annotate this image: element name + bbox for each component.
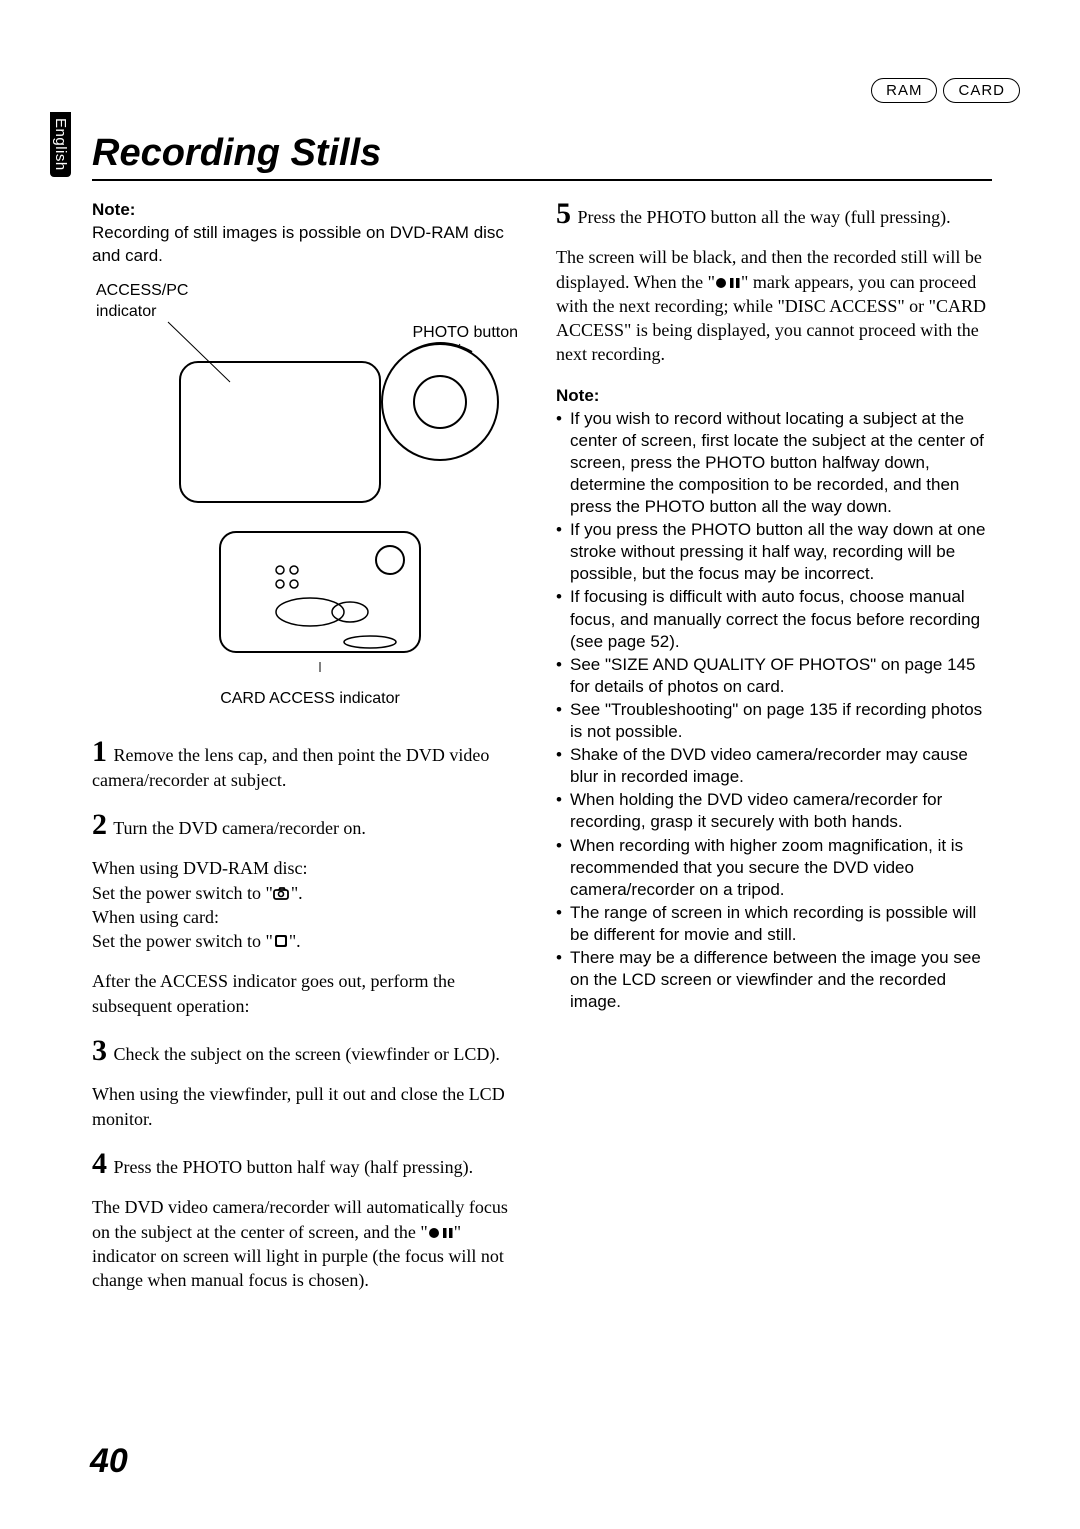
step-1: 1 Remove the lens cap, and then point th… [92, 737, 528, 792]
camera-diagram [92, 282, 528, 682]
step-5-number: 5 [556, 199, 571, 229]
step-5-text: Press the PHOTO button all the way (full… [578, 207, 951, 227]
left-column: Note: Recording of still images is possi… [92, 199, 528, 1310]
step-3: 3 Check the subject on the screen (viewf… [92, 1036, 528, 1131]
note-bullet: See "SIZE AND QUALITY OF PHOTOS" on page… [556, 654, 992, 698]
note-bullet: The range of screen in which recording i… [556, 902, 992, 946]
camera-diagram-svg [110, 292, 510, 672]
camera-mode-icon [273, 885, 291, 901]
note-bullet: When holding the DVD video camera/record… [556, 789, 992, 833]
language-tab: English [50, 112, 71, 177]
note-bullet: When recording with higher zoom magnific… [556, 835, 992, 901]
note-bullet: See "Troubleshooting" on page 135 if rec… [556, 699, 992, 743]
note-bullet: There may be a difference between the im… [556, 947, 992, 1013]
page-number: 40 [90, 1442, 128, 1481]
card-mode-icon [273, 933, 289, 949]
step-4-text: Press the PHOTO button half way (half pr… [114, 1157, 474, 1177]
step-2-card-switch-pre: Set the power switch to " [92, 931, 273, 951]
step-1-number: 1 [92, 737, 107, 767]
step-2-text: Turn the DVD camera/recorder on. [113, 818, 366, 838]
step-2-after-access: After the ACCESS indicator goes out, per… [92, 969, 528, 1018]
step-1-text: Remove the lens cap, and then point the … [92, 745, 489, 789]
step-2-card-label: When using card: [92, 907, 219, 927]
badge-ram: RAM [871, 78, 937, 103]
step-2-number: 2 [92, 810, 107, 840]
note-bullet: If you wish to record without locating a… [556, 408, 992, 518]
record-pause-icon [428, 1226, 454, 1240]
notes-list: If you wish to record without locating a… [556, 408, 992, 1014]
badge-card: CARD [943, 78, 1020, 103]
page-title: Recording Stills [92, 132, 992, 181]
step-3-number: 3 [92, 1036, 107, 1066]
label-card-access-indicator: CARD ACCESS indicator [92, 688, 528, 710]
note-text: Recording of still images is possible on… [92, 222, 528, 268]
record-pause-icon [715, 276, 741, 290]
step-2-card-switch-post: ". [289, 931, 301, 951]
step-2-ram-switch-post: ". [291, 883, 303, 903]
step-3-viewfinder-note: When using the viewfinder, pull it out a… [92, 1082, 528, 1131]
step-4-number: 4 [92, 1149, 107, 1179]
note-label: Note: [92, 199, 528, 222]
step-4: 4 Press the PHOTO button half way (half … [92, 1149, 528, 1292]
note-bullet: If you press the PHOTO button all the wa… [556, 519, 992, 585]
note-bullet: If focusing is difficult with auto focus… [556, 586, 992, 652]
right-column: 5 Press the PHOTO button all the way (fu… [556, 199, 992, 1310]
step-5: 5 Press the PHOTO button all the way (fu… [556, 199, 992, 367]
step-2-ram-label: When using DVD-RAM disc: [92, 858, 307, 878]
media-badges: RAM CARD [871, 78, 1020, 103]
step-3-text: Check the subject on the screen (viewfin… [114, 1044, 500, 1064]
right-note-label: Note: [556, 385, 992, 408]
step-2-ram-switch-pre: Set the power switch to " [92, 883, 273, 903]
step-2: 2 Turn the DVD camera/recorder on. When … [92, 810, 528, 1018]
note-bullet: Shake of the DVD video camera/recorder m… [556, 744, 992, 788]
